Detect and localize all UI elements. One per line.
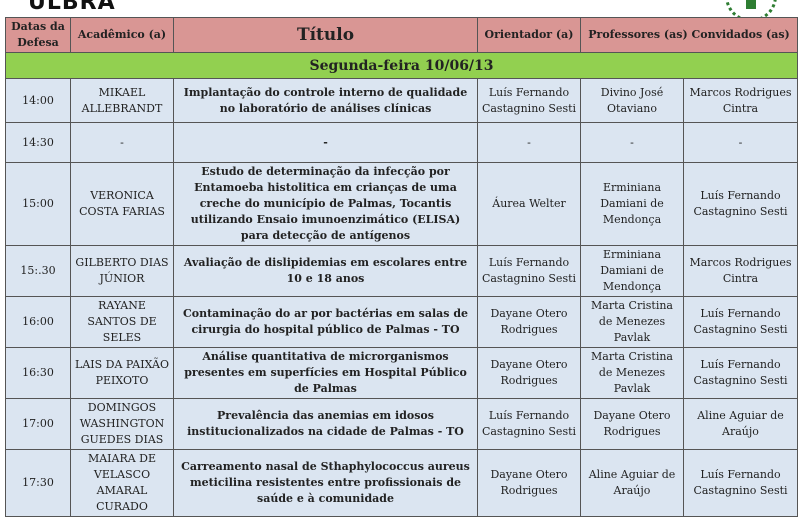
advisor-cell: Dayane Otero Rodrigues <box>477 296 581 348</box>
guest-cell: Marta Cristina de Menezes Pavlak <box>580 296 684 348</box>
table-row: 14:00 MIKAEL ALLEBRANDT Implantação do con… <box>5 78 798 123</box>
time-cell: 14:30 <box>5 122 71 163</box>
header-title: Título <box>173 17 478 53</box>
title-cell: Carreamento nasal de Sthaphylococcus aur… <box>173 449 478 517</box>
guest-cell: Aline Aguiar de Araújo <box>580 449 684 517</box>
advisor-cell: Dayane Otero Rodrigues <box>477 347 581 399</box>
ulbra-logo: ULBRA <box>28 0 116 15</box>
guest-cell: Aline Aguiar de Araújo <box>683 398 798 450</box>
title-cell: Estudo de determinação da infecção por E… <box>173 162 478 246</box>
header-student: Acadêmico (a) <box>70 17 174 53</box>
guest-cell: Erminiana Damiani de Mendonça <box>580 162 684 246</box>
title-cell: Análise quantitativa de microrganismos p… <box>173 347 478 399</box>
guest-cell: Marta Cristina de Menezes Pavlak <box>580 347 684 399</box>
student-cell: VERONICA COSTA FARIAS <box>70 162 174 246</box>
title-cell: - <box>173 122 478 163</box>
time-cell: 16:00 <box>5 296 71 348</box>
day-label: Segunda-feira 10/06/13 <box>5 52 798 79</box>
guest-cell: Dayane Otero Rodrigues <box>580 398 684 450</box>
guest-cell: Erminiana Damiani de Mendonça <box>580 245 684 297</box>
time-cell: 17:00 <box>5 398 71 450</box>
advisor-cell: - <box>477 122 581 163</box>
guest-cell: - <box>683 122 798 163</box>
header-advisor: Orientador (a) <box>477 17 581 53</box>
student-cell: MIKAEL ALLEBRANDT <box>70 78 174 123</box>
student-cell: DOMINGOS WASHINGTON GUEDES DIAS <box>70 398 174 450</box>
table-row: 14:30- - - - - <box>5 122 798 163</box>
title-cell: Contaminação do ar por bactérias em sala… <box>173 296 478 348</box>
header-date: Datas da Defesa <box>5 17 71 53</box>
guest-cell: Divino José Otaviano <box>580 78 684 123</box>
advisor-cell: Áurea Welter <box>477 162 581 246</box>
time-cell: 15:.30 <box>5 245 71 297</box>
header-guests: Professores (as) Convidados (as) <box>580 17 798 53</box>
table-row: 15:.30 GILBERTO DIAS JÚNIOR Avaliação de d… <box>5 245 798 297</box>
guest-cell: Luís Fernando Castagnino Sesti <box>683 296 798 348</box>
table-row: 17:30 MAIARA DE VELASCO AMARAL CURADO Carr… <box>5 449 798 517</box>
advisor-cell: Luís Fernando Castagnino Sesti <box>477 245 581 297</box>
day-row: Segunda-feira 10/06/13 <box>5 52 798 79</box>
title-cell: Implantação do controle interno de quali… <box>173 78 478 123</box>
guest-cell: Luís Fernando Castagnino Sesti <box>683 449 798 517</box>
guest-cell: Luís Fernando Castagnino Sesti <box>683 162 798 246</box>
student-cell: - <box>70 122 174 163</box>
student-cell: RAYANE SANTOS DE SELES <box>70 296 174 348</box>
header-row: Datas da Defesa Acadêmico (a) Título Ori… <box>5 17 798 53</box>
student-cell: GILBERTO DIAS JÚNIOR <box>70 245 174 297</box>
time-cell: 16:30 <box>5 347 71 399</box>
student-cell: MAIARA DE VELASCO AMARAL CURADO <box>70 449 174 517</box>
table-row: 17:00 DOMINGOS WASHINGTON GUEDES DIAS Prev… <box>5 398 798 450</box>
table-row: 15:00 VERONICA COSTA FARIAS Estudo de dete… <box>5 162 798 246</box>
guest-cell: Marcos Rodrigues Cintra <box>683 245 798 297</box>
advisor-cell: Luís Fernando Castagnino Sesti <box>477 78 581 123</box>
defense-schedule-table: Datas da Defesa Acadêmico (a) Título Ori… <box>5 17 798 517</box>
advisor-cell: Dayane Otero Rodrigues <box>477 449 581 517</box>
table-row: 16:00 RAYANE SANTOS DE SELES Contaminação … <box>5 296 798 348</box>
title-cell: Prevalência das anemias em idosos instit… <box>173 398 478 450</box>
advisor-cell: Luís Fernando Castagnino Sesti <box>477 398 581 450</box>
guest-cell: - <box>580 122 684 163</box>
student-cell: LAIS DA PAIXÃO PEIXOTO <box>70 347 174 399</box>
time-cell: 15:00 <box>5 162 71 246</box>
table-row: 16:30 LAIS DA PAIXÃO PEIXOTO Análise quant… <box>5 347 798 399</box>
guest-cell: Marcos Rodrigues Cintra <box>683 78 798 123</box>
time-cell: 14:00 <box>5 78 71 123</box>
guest-cell: Luís Fernando Castagnino Sesti <box>683 347 798 399</box>
time-cell: 17:30 <box>5 449 71 517</box>
title-cell: Avaliação de dislipidemias em escolares … <box>173 245 478 297</box>
